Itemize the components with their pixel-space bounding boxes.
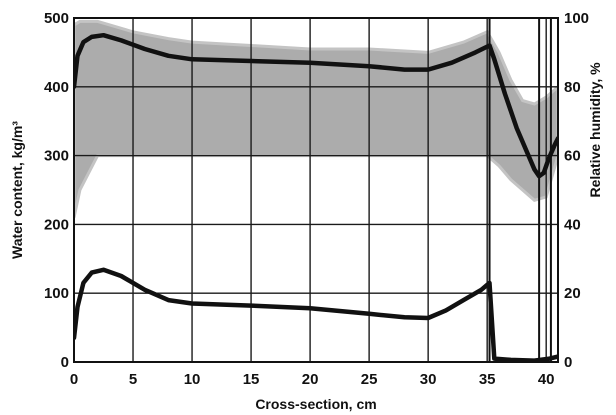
y-right-tick-label: 40	[564, 216, 581, 233]
water-content-line	[74, 267, 558, 362]
plot-frame	[73, 17, 559, 363]
y-left-tick-label: 500	[44, 10, 69, 27]
y-axis-right-title: Relative humidity, %	[587, 62, 603, 198]
y-right-tick-label: 20	[564, 285, 581, 302]
y-left-tick-label: 200	[44, 216, 69, 233]
y-left-tick-label: 0	[61, 354, 69, 371]
y-left-tick-label: 100	[44, 285, 69, 302]
x-tick-label: 5	[129, 371, 137, 388]
series-lines	[74, 32, 558, 362]
relative-humidity-line	[74, 32, 558, 179]
x-tick-label: 35	[479, 371, 496, 388]
x-tick-label: 30	[420, 371, 437, 388]
y-right-tick-label: 80	[564, 79, 581, 96]
y-left-tick-label: 400	[44, 79, 69, 96]
y-right-tick-label: 60	[564, 148, 581, 165]
y-right-tick-label: 0	[564, 354, 572, 371]
x-tick-label: 25	[361, 371, 378, 388]
x-tick-label: 10	[184, 371, 201, 388]
x-axis-title: Cross-section, cm	[255, 396, 376, 412]
x-tick-label: 20	[302, 371, 319, 388]
x-tick-label: 15	[243, 371, 260, 388]
x-tick-label: 0	[70, 371, 78, 388]
y-left-tick-label: 300	[44, 148, 69, 165]
x-tick-label: 40	[538, 371, 555, 388]
y-axis-left-title: Water content, kg/m³	[9, 121, 25, 259]
y-right-tick-label: 100	[564, 10, 589, 27]
tick-labels: 0 5 10 15 20 25 30 35 40010020030040050002040608…	[44, 10, 589, 388]
